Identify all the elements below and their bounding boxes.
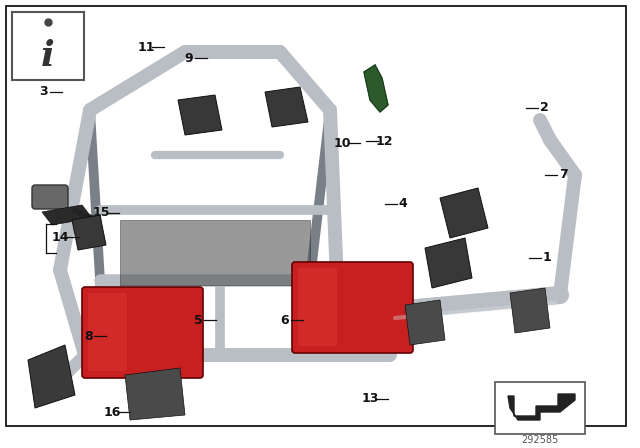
Polygon shape <box>508 394 575 420</box>
Polygon shape <box>510 288 550 333</box>
Text: 12: 12 <box>375 134 393 148</box>
Polygon shape <box>440 188 488 238</box>
Polygon shape <box>425 238 472 288</box>
Text: 14: 14 <box>52 231 70 244</box>
Text: 11: 11 <box>137 40 155 54</box>
Text: 9: 9 <box>184 52 193 65</box>
Polygon shape <box>405 300 445 345</box>
Text: 6: 6 <box>280 314 289 327</box>
Polygon shape <box>28 345 75 408</box>
Text: 16: 16 <box>103 405 121 419</box>
FancyBboxPatch shape <box>292 262 413 353</box>
Text: 13: 13 <box>361 392 379 405</box>
Text: i: i <box>41 39 55 73</box>
Text: 10: 10 <box>333 137 351 150</box>
FancyBboxPatch shape <box>88 293 127 371</box>
FancyBboxPatch shape <box>32 185 68 209</box>
Text: 7: 7 <box>559 168 568 181</box>
Bar <box>495 382 585 434</box>
Text: 5: 5 <box>194 314 203 327</box>
Bar <box>12 12 84 80</box>
Text: 8: 8 <box>84 329 93 343</box>
Text: 15: 15 <box>92 206 110 220</box>
Text: 292585: 292585 <box>522 435 559 445</box>
Polygon shape <box>72 215 106 250</box>
Polygon shape <box>364 65 388 112</box>
Text: 2: 2 <box>540 101 548 114</box>
Text: 4: 4 <box>399 197 408 211</box>
Text: 3: 3 <box>39 85 48 99</box>
FancyBboxPatch shape <box>120 220 310 285</box>
Polygon shape <box>42 205 92 225</box>
FancyBboxPatch shape <box>82 287 203 378</box>
Polygon shape <box>178 95 222 135</box>
FancyBboxPatch shape <box>298 268 337 346</box>
Polygon shape <box>265 87 308 127</box>
Polygon shape <box>125 368 185 420</box>
Text: 1: 1 <box>543 251 552 264</box>
